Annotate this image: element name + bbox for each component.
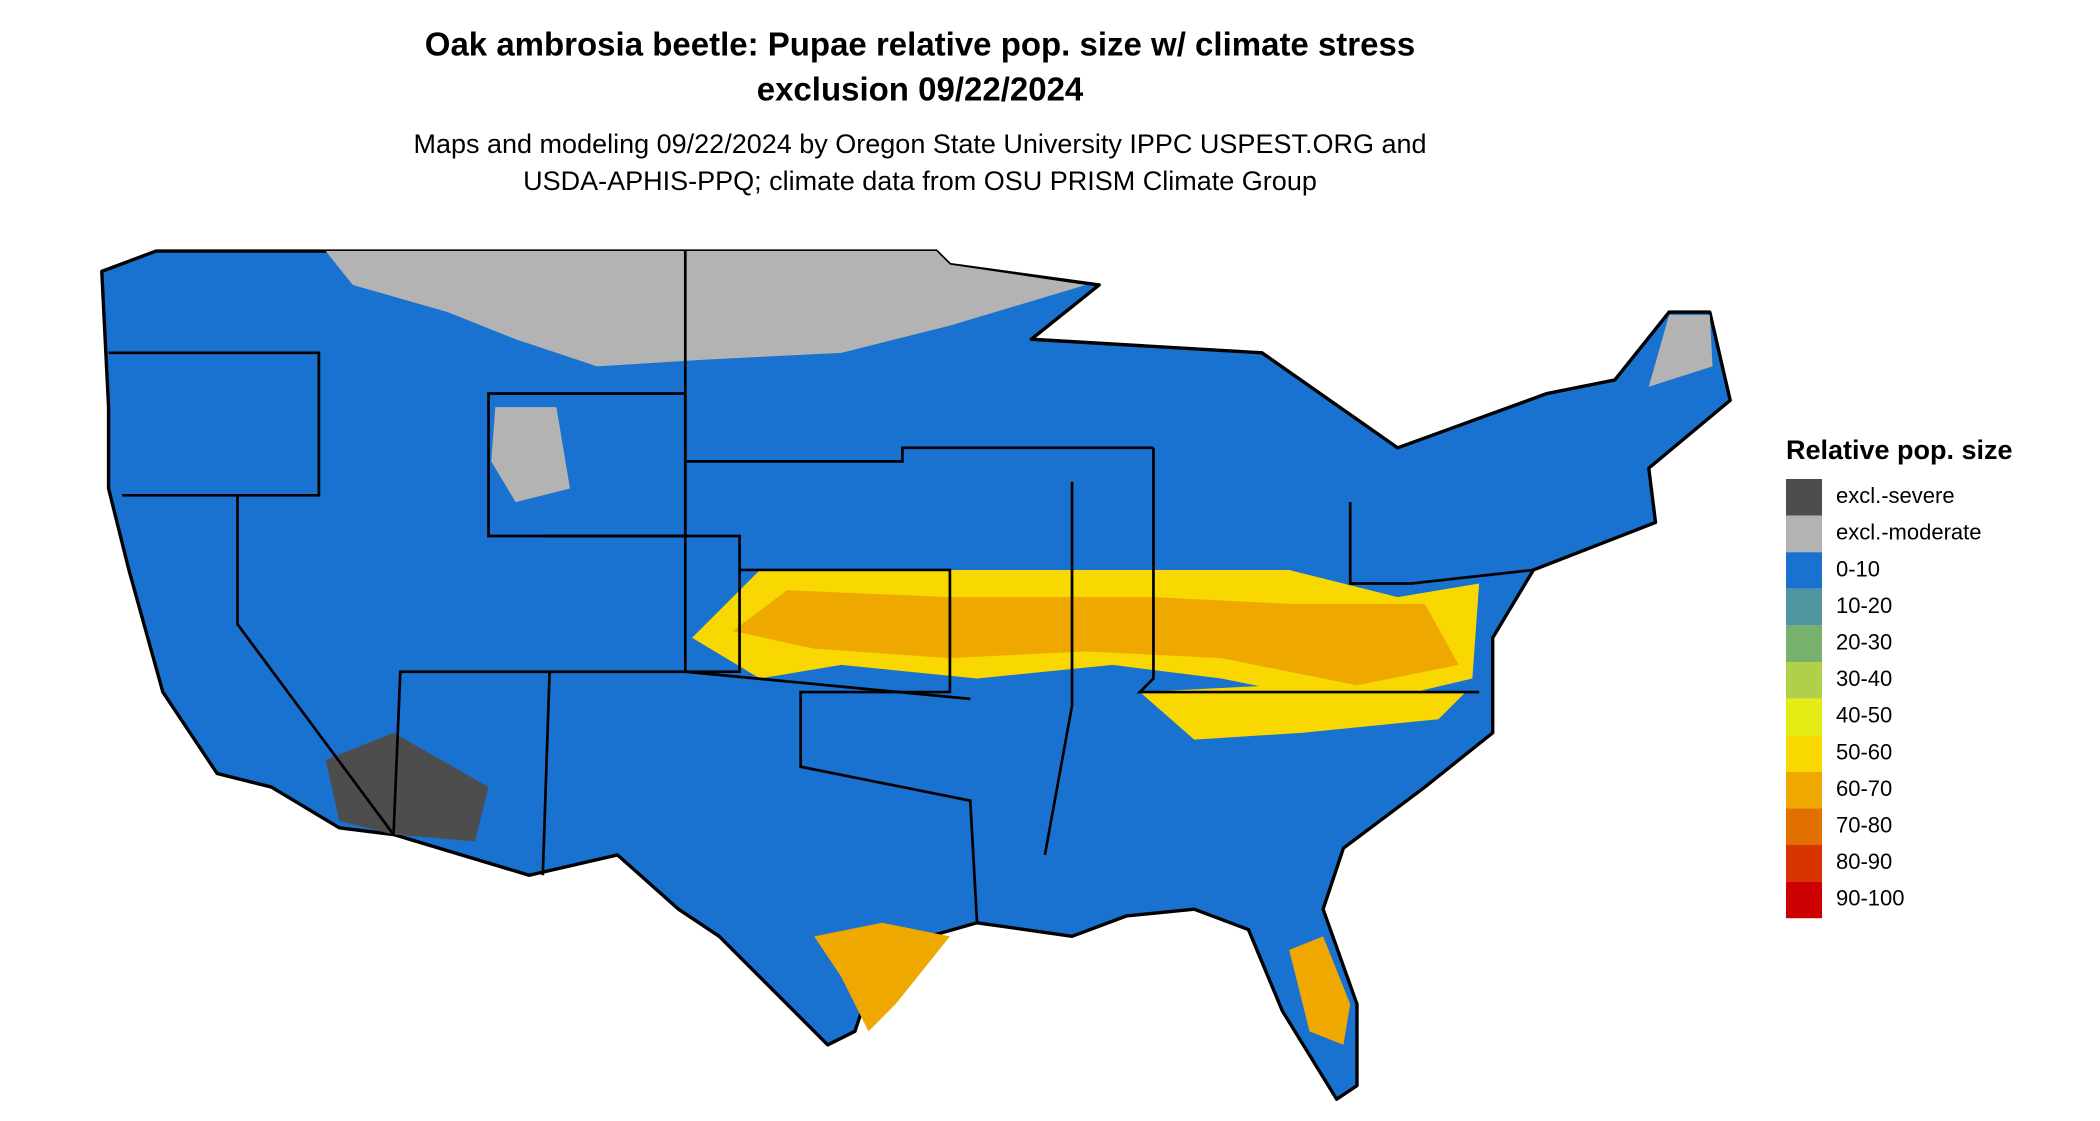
legend-label: 0-10 (1836, 556, 1880, 581)
legend-label: 80-90 (1836, 849, 1892, 874)
legend-swatch (1786, 881, 1822, 919)
subtitle: Maps and modeling 09/22/2024 by Oregon S… (413, 129, 1426, 159)
legend-swatch (1786, 808, 1822, 845)
warm-band (1139, 685, 1466, 740)
excluded-area (325, 732, 489, 842)
excluded-area (1648, 314, 1713, 387)
legend-label: 20-30 (1836, 630, 1892, 655)
legend-label: 90-100 (1836, 886, 1905, 911)
legend-label: 30-40 (1836, 666, 1892, 691)
legend-swatch (1786, 552, 1822, 589)
warm-band (1289, 936, 1351, 1045)
us-map (100, 249, 1732, 1101)
legend-swatch (1786, 662, 1822, 699)
title: Oak ambrosia beetle: Pupae relative pop.… (425, 26, 1415, 63)
legend-swatch (1786, 698, 1822, 736)
excluded-area (325, 251, 1086, 367)
legend: excl.-severe excl.-moderate 0-10 10-20 20-30… (1786, 479, 1982, 919)
legend-swatch (1786, 625, 1822, 662)
legend-swatch (1786, 771, 1822, 809)
legend-swatch (1786, 588, 1822, 626)
excluded-area (491, 407, 570, 503)
legend-swatch (1786, 479, 1822, 516)
legend-label: 70-80 (1836, 813, 1892, 838)
legend-label: 50-60 (1836, 739, 1892, 764)
legend-label: 40-50 (1836, 703, 1892, 728)
legend-swatch (1786, 735, 1822, 772)
legend-label: 10-20 (1836, 593, 1892, 618)
legend-swatch (1786, 845, 1822, 882)
warm-band (732, 590, 1459, 686)
warm-band (814, 922, 950, 1032)
title: exclusion 09/22/2024 (757, 71, 1084, 108)
legend-label: excl.-moderate (1836, 520, 1982, 545)
legend-title: Relative pop. size (1786, 435, 2013, 465)
legend-swatch (1786, 515, 1822, 553)
legend-label: excl.-severe (1836, 483, 1955, 508)
legend-label: 60-70 (1836, 776, 1892, 801)
subtitle: USDA-APHIS-PPQ; climate data from OSU PR… (523, 166, 1317, 196)
state-borders (108, 251, 1534, 923)
